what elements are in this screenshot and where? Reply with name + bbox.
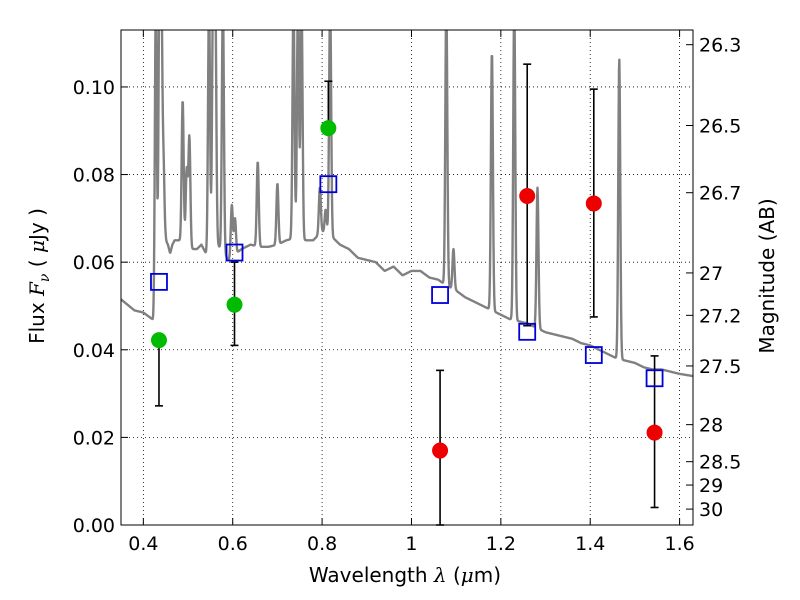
mag-tick-label: 28.5 <box>699 452 741 474</box>
x-tick-label: 0.8 <box>307 533 337 555</box>
model-photometry-point <box>518 322 537 341</box>
y-tick-label: 0.10 <box>73 77 115 99</box>
y-tick-label: 0.06 <box>73 252 115 274</box>
mag-tick-label: 27.5 <box>699 356 741 378</box>
model-photometry-point <box>319 175 338 194</box>
x-tick-label: 1 <box>405 533 417 555</box>
x-tick-label: 1.2 <box>486 533 516 555</box>
observed-point <box>646 424 663 441</box>
marker-layer <box>150 120 664 459</box>
model-spectrum-line <box>121 30 693 378</box>
grid <box>121 30 693 526</box>
mag-tick-label: 29 <box>699 475 723 497</box>
mag-tick-label: 26.3 <box>699 35 741 57</box>
mag-tick-label: 28 <box>699 415 723 437</box>
mag-tick-label: 30 <box>699 499 723 521</box>
x-axis-label: Wavelength λ (μm) <box>309 563 501 587</box>
y-tick-label: 0.04 <box>73 340 115 362</box>
mag-tick-label: 26.5 <box>699 115 741 137</box>
model-photometry-point <box>225 243 244 262</box>
right-axis-label: Magnitude (AB) <box>755 198 779 353</box>
model-photometry-point <box>150 272 168 291</box>
y-tick-label: 0.08 <box>73 165 115 187</box>
model-photometry-point <box>645 369 664 388</box>
mag-tick-label: 26.7 <box>699 183 741 205</box>
tick-layer: 0.4 0.6 0.8 1 1.2 1.4 1.6 0.00 0.02 0.04 0.06 0.08 0… <box>73 30 741 555</box>
spectrum-layer <box>121 30 693 378</box>
observed-point <box>320 120 337 137</box>
mag-tick-label: 27.2 <box>699 305 741 327</box>
y-tick-label: 0.00 <box>73 515 115 537</box>
mag-tick-label: 27 <box>699 263 723 285</box>
observed-point <box>226 296 243 313</box>
model-photometry-point <box>584 346 603 364</box>
x-tick-label: 0.4 <box>128 533 158 555</box>
model-photometry-point <box>431 286 449 304</box>
observed-point <box>150 332 167 349</box>
errorbar-layer <box>154 63 659 526</box>
observed-point <box>585 195 602 212</box>
x-tick-label: 0.6 <box>218 533 248 555</box>
x-tick-label: 1.4 <box>575 533 605 555</box>
observed-point <box>519 188 536 205</box>
plot-frame <box>120 29 694 526</box>
y-tick-label: 0.02 <box>73 427 115 449</box>
observed-point <box>432 442 449 459</box>
x-tick-label: 1.6 <box>664 533 694 555</box>
y-axis-label: Flux Fν ( μJy ) <box>25 208 53 344</box>
